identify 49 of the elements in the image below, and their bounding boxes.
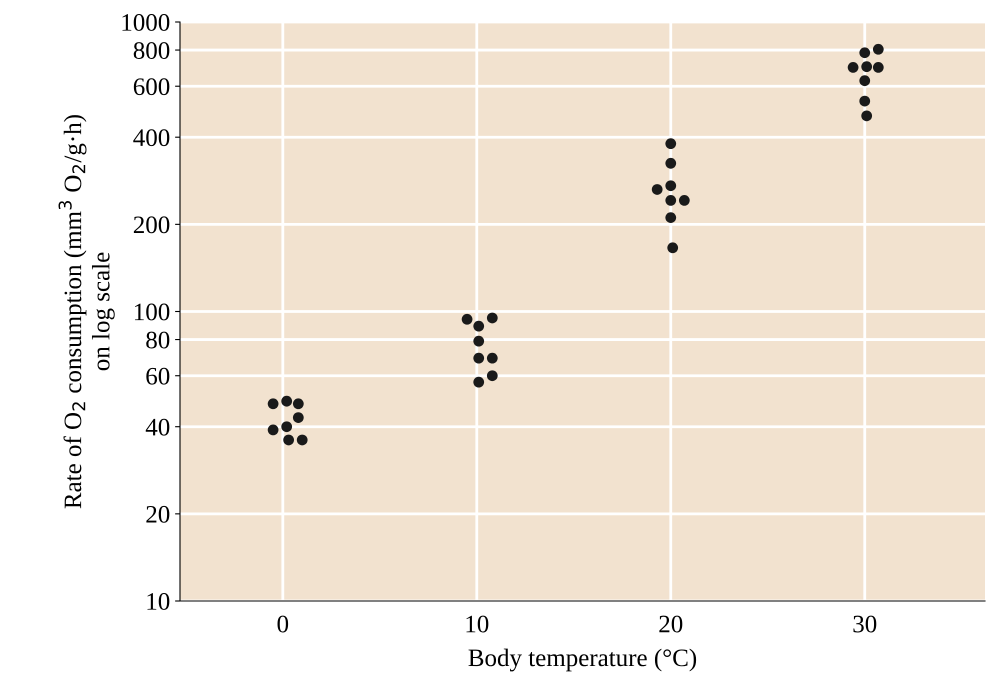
point	[268, 424, 278, 436]
point	[678, 195, 690, 206]
point	[473, 336, 484, 347]
point	[462, 314, 472, 325]
y-tick-label: 1000	[122, 14, 170, 31]
point	[473, 352, 484, 364]
point	[665, 180, 676, 192]
x-axis-title: Body temperature (°C)	[468, 648, 696, 672]
point	[859, 47, 870, 58]
point	[486, 370, 498, 382]
y-tick-label: 60	[146, 368, 170, 385]
point	[486, 352, 498, 364]
x-tick-label: 10	[466, 616, 488, 632]
point	[872, 62, 884, 73]
point	[281, 421, 292, 432]
point	[861, 110, 872, 122]
y-tick-label: 10	[147, 593, 170, 610]
point	[667, 242, 678, 254]
point	[665, 158, 676, 169]
point	[473, 320, 484, 332]
point	[292, 398, 304, 410]
x-tick-label: 20	[659, 616, 682, 632]
x-tick-label: 30	[853, 616, 876, 632]
point	[859, 96, 870, 106]
y-tick-label: 600	[134, 78, 170, 96]
point	[296, 434, 308, 446]
point	[665, 195, 676, 206]
text: Rate of O$_{2}$ consumption (mm$^{3}$ O$_{2}$/g·h) on log scale	[58, 115, 115, 508]
point	[859, 75, 870, 86]
y-tick-label: 800	[134, 42, 170, 59]
point	[861, 61, 872, 72]
point	[665, 212, 676, 223]
y-tick-label: 20	[146, 506, 170, 523]
point	[848, 62, 858, 73]
y-tick-label: 100	[134, 304, 170, 320]
point	[292, 412, 304, 423]
y-tick-label: 200	[134, 216, 170, 234]
point	[652, 184, 663, 195]
y-tick-label: 40	[146, 418, 170, 436]
point	[872, 44, 884, 55]
x-tick-label: 0	[278, 616, 288, 632]
y-tick-label: 80	[146, 332, 170, 348]
point	[486, 312, 498, 324]
point	[281, 396, 292, 407]
y-tick-label: 400	[133, 129, 170, 146]
point	[283, 434, 294, 446]
point	[665, 138, 676, 150]
point	[473, 376, 484, 388]
point	[268, 398, 278, 410]
